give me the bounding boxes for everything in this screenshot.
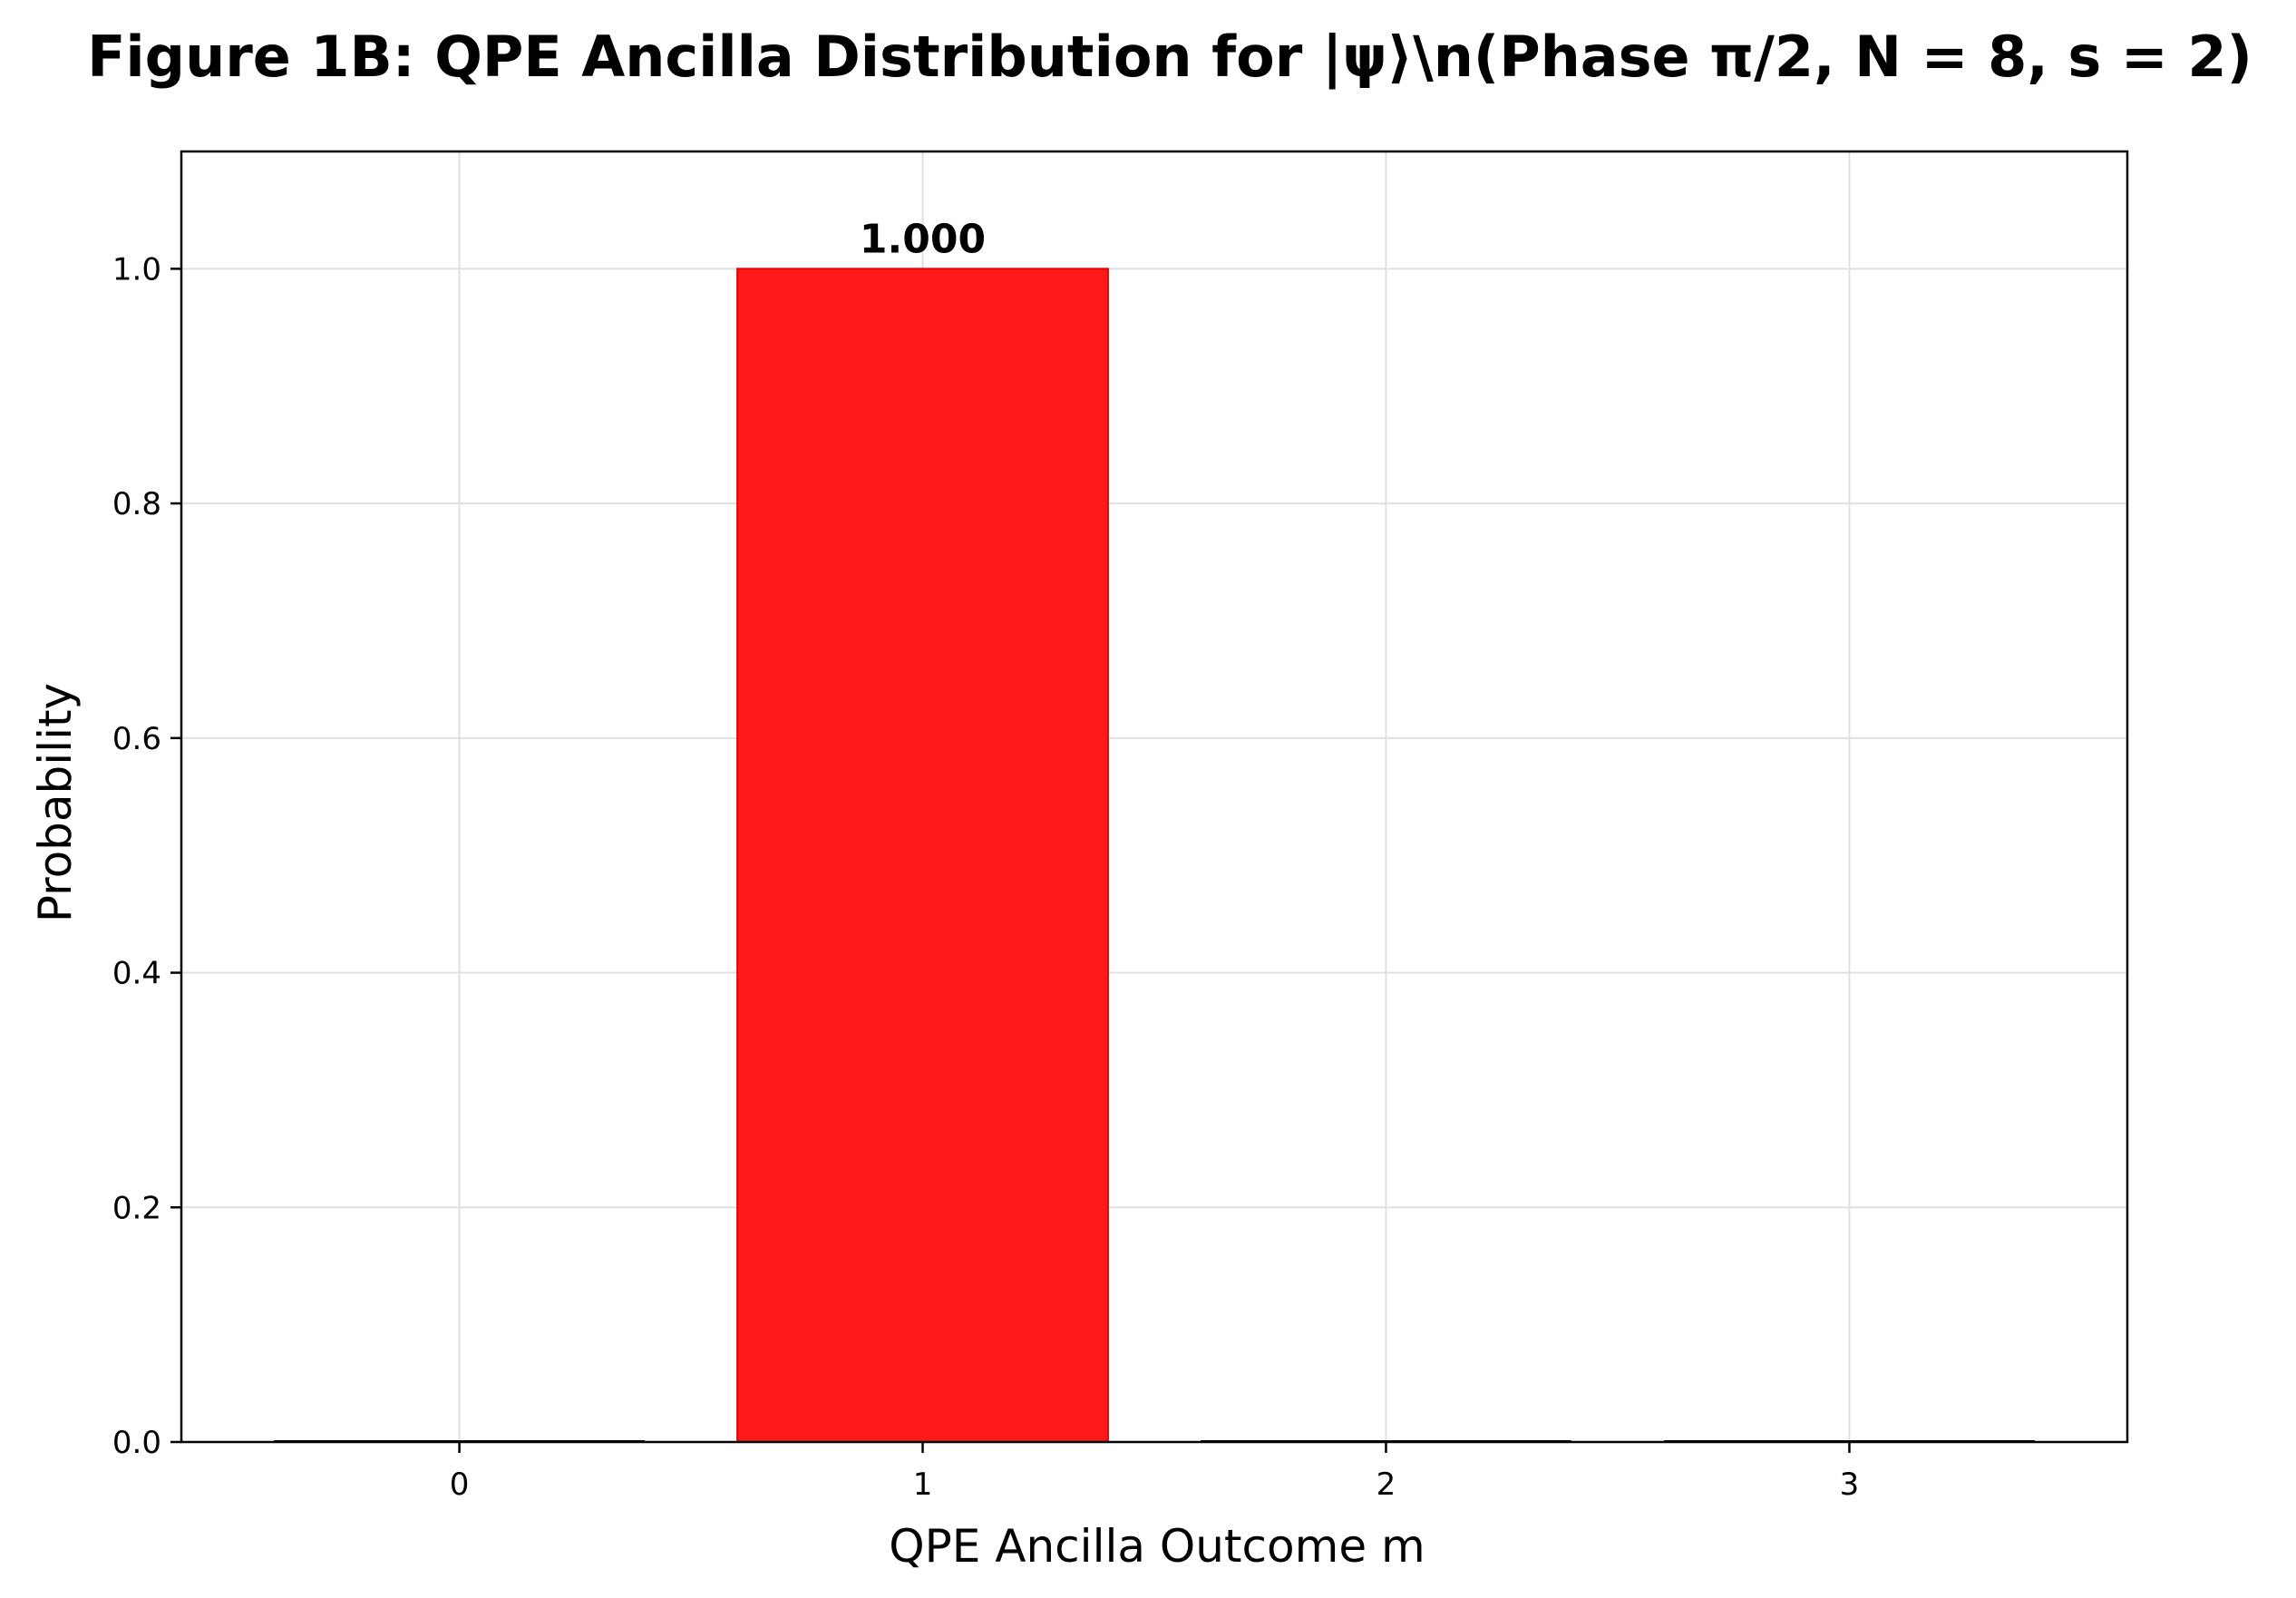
x-tick-label: 1 bbox=[913, 1466, 933, 1503]
plot-frame bbox=[180, 150, 2129, 1444]
y-tick-label: 0.6 bbox=[112, 721, 161, 757]
y-tick-label: 0.0 bbox=[112, 1425, 161, 1461]
bar-1 bbox=[736, 268, 1109, 1443]
y-tick-label: 0.8 bbox=[112, 486, 161, 522]
x-tick-label: 3 bbox=[1840, 1466, 1860, 1503]
y-ticks: 0.0 0.2 0.4 0.6 0.8 1.0 bbox=[112, 251, 181, 1461]
x-tick-label: 0 bbox=[450, 1466, 470, 1503]
data-labels: 1.000 bbox=[860, 216, 986, 262]
chart-title: Figure 1B: QPE Ancilla Distribution for … bbox=[87, 24, 2252, 91]
y-tick-label: 1.0 bbox=[112, 251, 161, 287]
y-tick-label: 0.2 bbox=[112, 1190, 161, 1226]
y-tick-label: 0.4 bbox=[112, 956, 161, 992]
grid-lines bbox=[181, 151, 2127, 1443]
x-ticks: 0 1 2 3 bbox=[450, 1442, 1859, 1503]
bars bbox=[274, 268, 2035, 1443]
bar-value-label: 1.000 bbox=[860, 216, 986, 262]
x-tick-label: 2 bbox=[1377, 1466, 1396, 1503]
y-axis-label: Probability bbox=[29, 683, 82, 922]
x-axis-label: QPE Ancilla Outcome m bbox=[889, 1520, 1425, 1573]
